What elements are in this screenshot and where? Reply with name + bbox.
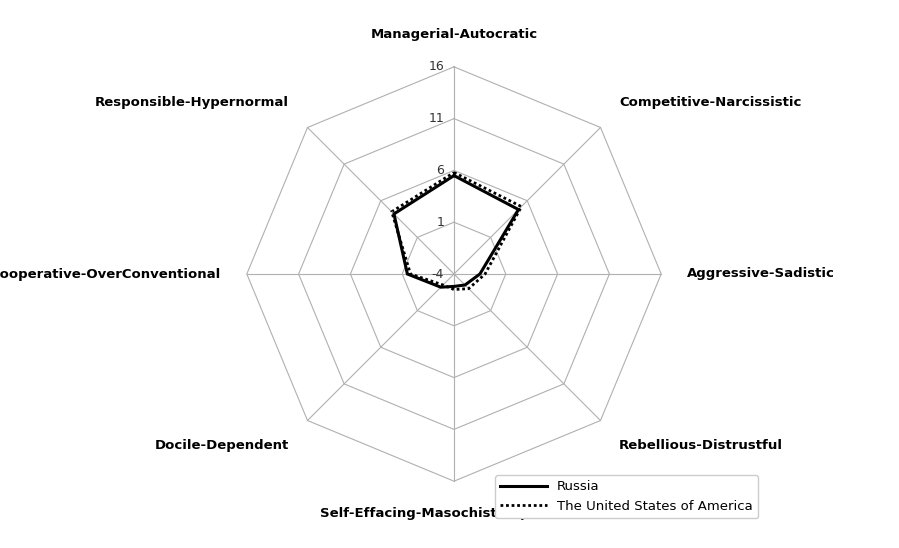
- Text: Competitive-Narcissistic: Competitive-Narcissistic: [619, 96, 801, 109]
- Text: 16: 16: [429, 60, 444, 73]
- Text: Rebellious-Distrustful: Rebellious-Distrustful: [619, 439, 783, 452]
- Text: Docile-Dependent: Docile-Dependent: [155, 439, 289, 452]
- Text: Responsible-Hypernormal: Responsible-Hypernormal: [95, 96, 289, 109]
- Text: Cooperative-OverConventional: Cooperative-OverConventional: [0, 267, 220, 281]
- Text: 11: 11: [429, 112, 444, 125]
- Text: -4: -4: [432, 267, 444, 281]
- Text: 6: 6: [436, 164, 444, 177]
- Text: 1: 1: [436, 216, 444, 229]
- Legend: Russia, The United States of America: Russia, The United States of America: [495, 475, 758, 518]
- Text: Managerial-Autocratic: Managerial-Autocratic: [370, 27, 538, 41]
- Text: Self-Effacing-Masochistic (p=0,056): Self-Effacing-Masochistic (p=0,056): [320, 507, 588, 521]
- Text: Aggressive-Sadistic: Aggressive-Sadistic: [688, 267, 835, 281]
